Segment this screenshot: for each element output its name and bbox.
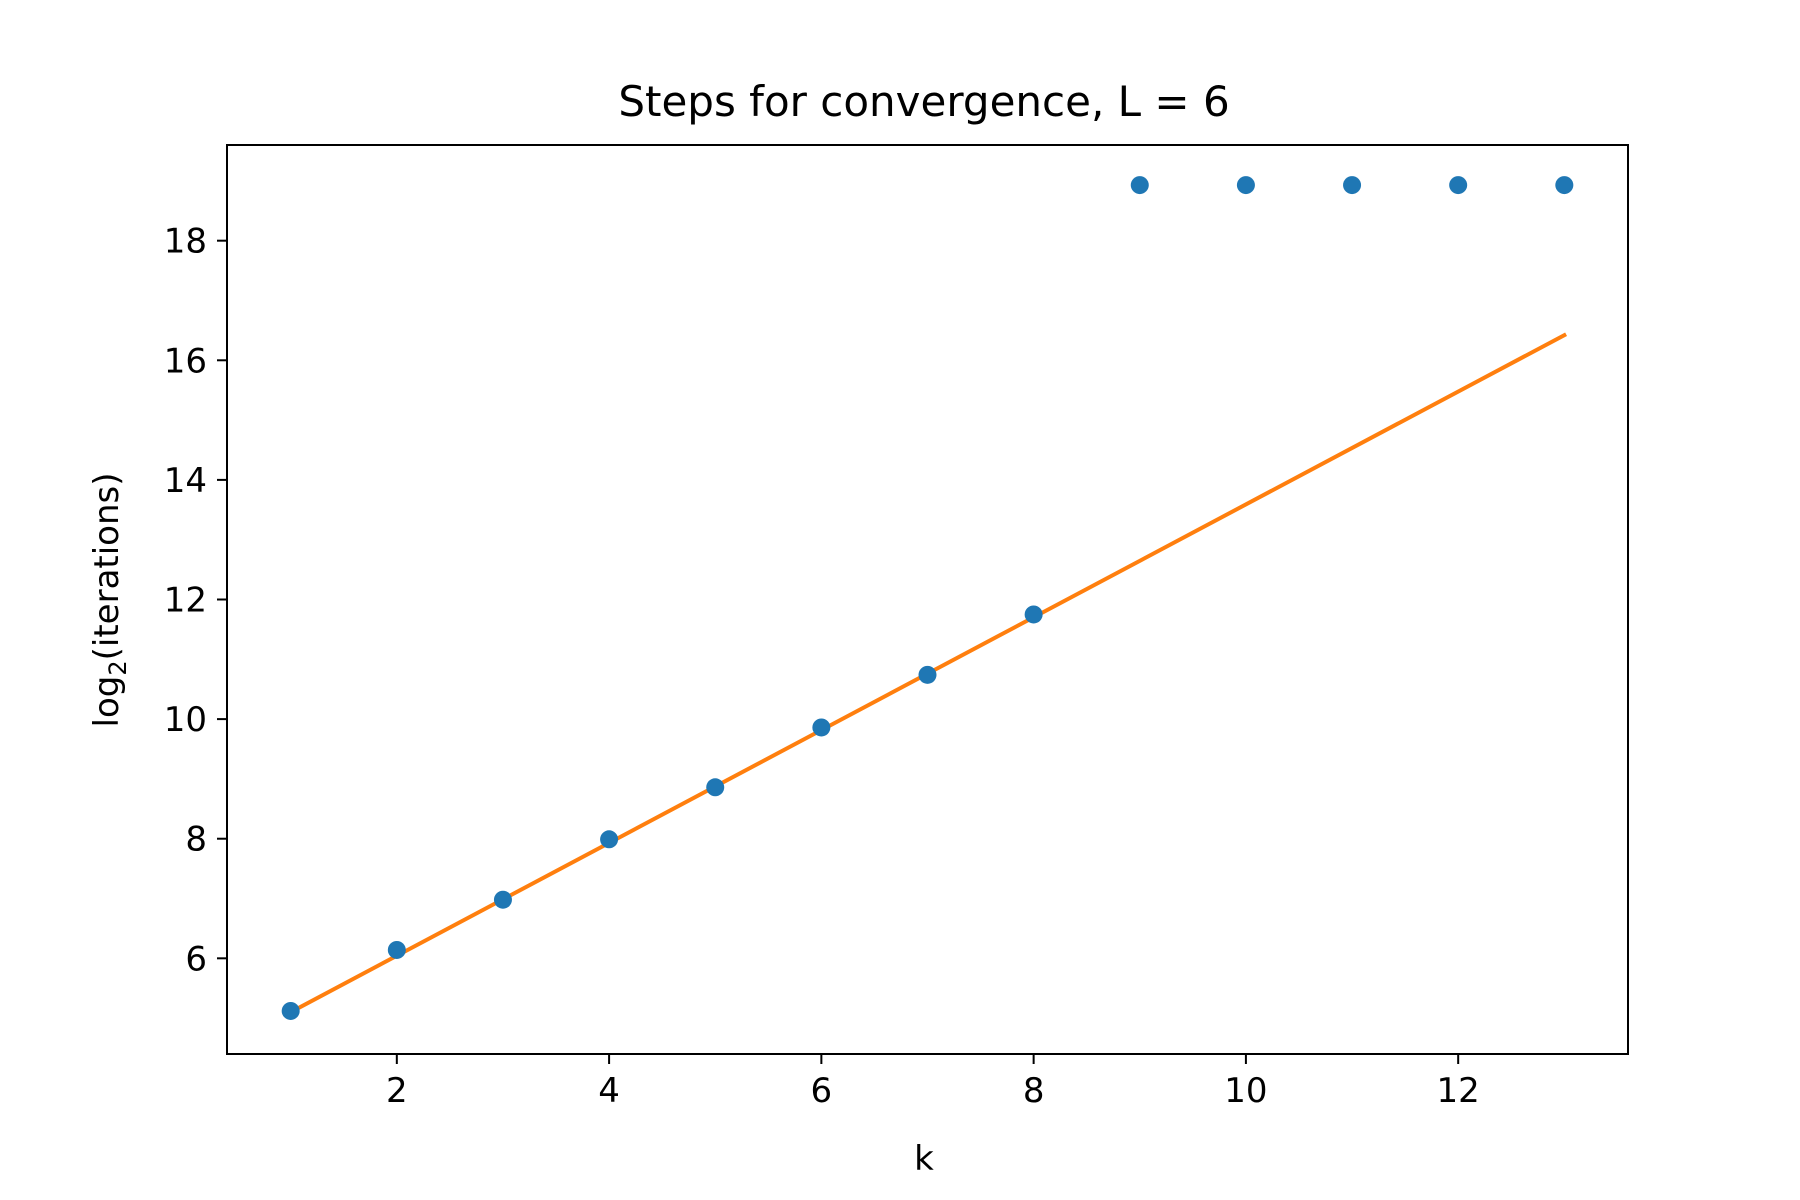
data-point <box>706 778 725 797</box>
x-axis-label: k <box>914 1139 934 1179</box>
y-tick-label: 10 <box>164 700 207 740</box>
x-tick-label: 10 <box>1224 1071 1267 1111</box>
y-tick-label: 16 <box>164 341 207 381</box>
x-tick-label: 8 <box>1023 1071 1045 1111</box>
y-axis: 6 8 10 12 14 16 18 <box>164 222 227 979</box>
plot-frame <box>226 144 1629 1055</box>
x-tick-label: 6 <box>811 1071 833 1111</box>
data-point <box>1024 605 1043 624</box>
data-point <box>1236 176 1255 195</box>
data-point <box>281 1001 300 1020</box>
plot-area <box>281 176 1574 1020</box>
x-tick-label: 2 <box>386 1071 408 1111</box>
data-point <box>918 665 937 684</box>
y-tick-label: 14 <box>164 461 207 501</box>
data-point <box>1555 176 1574 195</box>
y-tick-label: 6 <box>185 939 207 979</box>
x-tick-label: 12 <box>1437 1071 1480 1111</box>
x-axis: 2 4 6 8 10 12 <box>386 1054 1480 1111</box>
y-axis-label-base: log <box>87 676 127 728</box>
data-point <box>1343 176 1362 195</box>
y-tick-label: 12 <box>164 581 207 621</box>
data-point <box>1449 176 1468 195</box>
y-axis-label-rest: (iterations) <box>87 472 127 660</box>
data-point <box>1130 176 1149 195</box>
y-axis-label: log2(iterations) <box>87 472 132 727</box>
y-tick-label: 18 <box>164 222 207 262</box>
data-point <box>600 830 619 849</box>
y-tick-label: 8 <box>185 820 207 860</box>
data-point <box>387 940 406 959</box>
x-tick-label: 4 <box>598 1071 620 1111</box>
y-axis-label-subscript: 2 <box>104 660 132 675</box>
data-point <box>493 890 512 909</box>
chart-title: Steps for convergence, L = 6 <box>618 77 1229 126</box>
data-point <box>812 718 831 737</box>
